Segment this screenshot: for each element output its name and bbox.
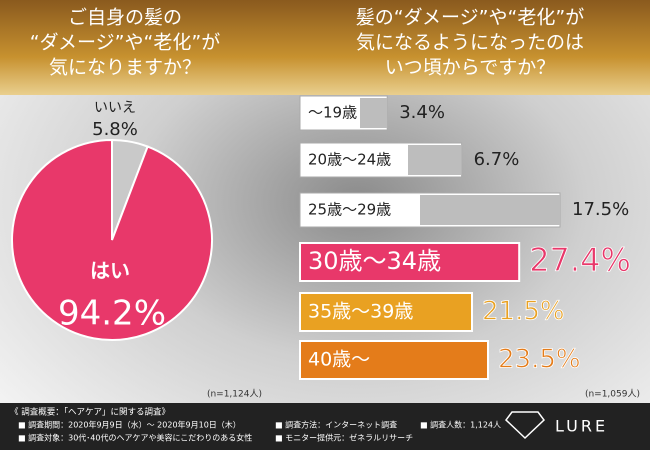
bar-label: 30歳～34歳 [308, 247, 441, 275]
bar [408, 145, 462, 175]
value-label: 23.5% [498, 345, 581, 375]
bar-label: 35歳～39歳 [308, 301, 413, 323]
chart-title: いつ頃からですか？ [385, 57, 555, 79]
footer-item: ■ 調査方法：インターネット調査 [275, 420, 397, 430]
bar-label: 40歳～ [308, 349, 370, 371]
value-label: 21.5% [482, 297, 565, 327]
footer-item: ■ 調査期間：2020年9月9日（水）～ 2020年9月10日（木） [18, 420, 241, 430]
bar-label: 20歳～24歳 [308, 151, 391, 169]
pie-value-label: 94.2% [58, 294, 166, 334]
pie-slice [11, 138, 213, 341]
pie-value-label: 5.8% [92, 119, 138, 140]
chart-title: “ダメージ”や“老化”が [30, 32, 220, 54]
value-label: 6.7% [474, 149, 520, 170]
footer-item: ■ 調査人数：1,124人 [420, 420, 501, 430]
pie-label: はい [90, 259, 130, 283]
footer [0, 403, 650, 450]
bar [360, 98, 388, 128]
value-label: 27.4% [529, 241, 631, 279]
bar-label: 25歳～29歳 [308, 201, 391, 219]
chart-title: 髪の“ダメージ”や“老化”が [356, 7, 584, 29]
bar [299, 340, 489, 380]
chart-title: ご自身の髪の [68, 7, 182, 29]
bar [420, 195, 560, 225]
bar-label: ～19歳 [308, 104, 357, 122]
footer-item: ■ 調査対象：30代･40代のヘアケアや美容にこだわりのある女性 [18, 433, 252, 443]
logo-icon [504, 411, 546, 440]
sample-note: (n=1,059人) [585, 389, 640, 400]
sample-note: (n=1,124人) [207, 389, 262, 400]
chart-title: 気になりますか？ [49, 57, 201, 79]
footer-item: ■ モニター提供元：ゼネラルリサーチ [275, 433, 413, 443]
bar [299, 292, 473, 332]
value-label: 3.4% [399, 102, 445, 123]
logo: LURE [555, 417, 608, 436]
value-label: 17.5% [572, 199, 629, 220]
bar [299, 242, 521, 282]
header [0, 0, 650, 95]
chart-title: 気になるようになったのは [356, 32, 584, 54]
footer-heading: 《 調査概要：「ヘアケア」に関する調査》 [10, 407, 170, 418]
pie-label: いいえ [94, 100, 136, 116]
